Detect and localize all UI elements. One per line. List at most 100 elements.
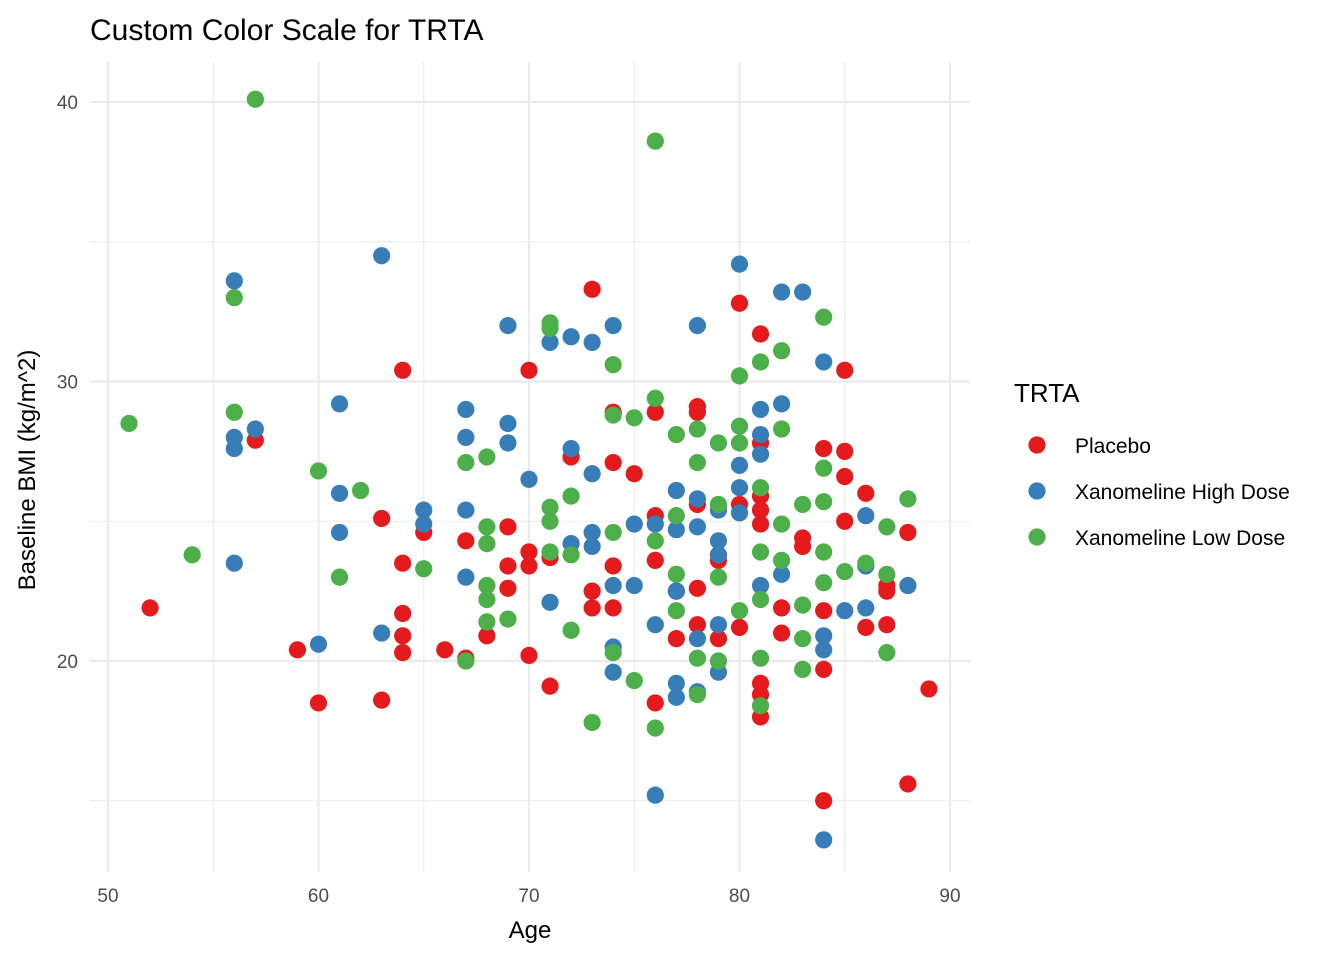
point-xanomeline-low-dose xyxy=(604,523,622,542)
y-ticks: 20 30 40 xyxy=(57,93,78,673)
y-tick-label: 30 xyxy=(57,373,78,394)
point-placebo xyxy=(541,677,559,695)
x-axis-label: Age xyxy=(509,917,552,944)
point-xanomeline-low-dose xyxy=(794,660,812,678)
point-xanomeline-low-dose xyxy=(667,426,685,444)
grid xyxy=(90,62,970,872)
point-xanomeline-high-dose xyxy=(457,501,475,519)
point-xanomeline-low-dose xyxy=(625,409,643,427)
point-xanomeline-high-dose xyxy=(646,616,664,634)
point-xanomeline-low-dose xyxy=(773,420,791,438)
point-placebo xyxy=(394,361,412,379)
point-placebo xyxy=(394,554,412,572)
legend-label-xanomeline-high-dose: Xanomeline High Dose xyxy=(1075,481,1290,504)
point-placebo xyxy=(478,627,496,645)
point-xanomeline-low-dose xyxy=(878,518,896,536)
point-placebo xyxy=(604,599,622,617)
point-placebo xyxy=(646,403,664,421)
point-placebo xyxy=(499,518,517,536)
point-xanomeline-high-dose xyxy=(646,515,664,533)
point-placebo xyxy=(604,557,622,575)
point-xanomeline-high-dose xyxy=(225,554,243,572)
point-xanomeline-high-dose xyxy=(899,576,917,595)
point-xanomeline-high-dose xyxy=(604,317,622,335)
chart-title: Custom Color Scale for TRTA xyxy=(90,14,483,47)
point-xanomeline-high-dose xyxy=(373,247,391,265)
point-xanomeline-low-dose xyxy=(415,560,433,578)
point-xanomeline-low-dose xyxy=(120,414,138,433)
point-xanomeline-high-dose xyxy=(794,283,812,301)
point-placebo xyxy=(878,616,896,634)
point-xanomeline-low-dose xyxy=(646,719,664,737)
point-xanomeline-high-dose xyxy=(815,353,833,371)
point-xanomeline-low-dose xyxy=(773,342,791,360)
point-placebo xyxy=(857,618,875,637)
point-xanomeline-high-dose xyxy=(667,481,685,500)
point-placebo xyxy=(899,775,917,793)
point-xanomeline-high-dose xyxy=(751,445,770,463)
point-xanomeline-low-dose xyxy=(562,621,580,639)
x-tick-label: 50 xyxy=(97,886,118,907)
point-xanomeline-high-dose xyxy=(604,576,622,595)
point-xanomeline-low-dose xyxy=(815,459,833,477)
point-placebo xyxy=(815,792,833,810)
point-placebo xyxy=(773,599,791,617)
point-xanomeline-low-dose xyxy=(330,568,349,586)
point-placebo xyxy=(520,361,538,379)
point-placebo xyxy=(751,501,770,519)
legend-title: TRTA xyxy=(1014,378,1080,408)
point-xanomeline-low-dose xyxy=(751,353,770,371)
point-xanomeline-low-dose xyxy=(815,574,833,592)
legend-label-xanomeline-low-dose: Xanomeline Low Dose xyxy=(1075,527,1285,550)
point-xanomeline-low-dose xyxy=(751,697,770,715)
point-xanomeline-high-dose xyxy=(373,624,391,642)
point-xanomeline-low-dose xyxy=(646,389,664,407)
point-placebo xyxy=(394,644,412,662)
point-xanomeline-high-dose xyxy=(709,546,728,564)
point-placebo xyxy=(836,512,854,530)
point-placebo xyxy=(730,294,749,312)
x-tick-label: 60 xyxy=(308,886,329,907)
point-xanomeline-low-dose xyxy=(625,671,643,690)
point-xanomeline-low-dose xyxy=(478,576,496,595)
point-xanomeline-high-dose xyxy=(246,420,264,438)
point-xanomeline-low-dose xyxy=(499,610,517,628)
point-xanomeline-high-dose xyxy=(225,272,243,290)
point-placebo xyxy=(373,691,391,709)
point-xanomeline-low-dose xyxy=(794,630,812,648)
legend: Placebo Xanomeline High Dose Xanomeline Lo… xyxy=(1028,435,1290,550)
point-xanomeline-low-dose xyxy=(457,652,475,670)
point-xanomeline-low-dose xyxy=(667,507,685,525)
point-xanomeline-low-dose xyxy=(688,453,707,472)
point-xanomeline-high-dose xyxy=(815,831,833,849)
point-placebo xyxy=(899,523,917,542)
point-placebo xyxy=(373,509,391,528)
point-placebo xyxy=(667,630,685,648)
point-xanomeline-high-dose xyxy=(541,333,559,351)
point-placebo xyxy=(625,465,643,483)
x-tick-label: 90 xyxy=(939,886,960,907)
point-placebo xyxy=(309,694,328,712)
point-xanomeline-low-dose xyxy=(709,434,728,452)
point-xanomeline-low-dose xyxy=(773,515,791,533)
point-placebo xyxy=(836,361,854,379)
legend-key-xanomeline-high-dose xyxy=(1028,482,1046,500)
point-placebo xyxy=(920,680,938,698)
point-xanomeline-low-dose xyxy=(457,453,475,472)
point-xanomeline-low-dose xyxy=(667,565,685,583)
point-xanomeline-high-dose xyxy=(225,439,243,458)
point-xanomeline-high-dose xyxy=(667,582,685,600)
point-xanomeline-high-dose xyxy=(815,641,833,659)
point-placebo xyxy=(436,641,454,659)
point-xanomeline-low-dose xyxy=(604,356,622,374)
point-xanomeline-high-dose xyxy=(562,439,580,458)
point-xanomeline-high-dose xyxy=(583,537,601,556)
point-xanomeline-low-dose xyxy=(309,462,328,480)
point-placebo xyxy=(709,630,728,648)
point-xanomeline-low-dose xyxy=(688,420,707,438)
point-xanomeline-low-dose xyxy=(709,568,728,586)
point-placebo xyxy=(499,557,517,575)
point-xanomeline-low-dose xyxy=(730,417,749,435)
point-xanomeline-high-dose xyxy=(667,521,685,539)
point-xanomeline-low-dose xyxy=(899,490,917,508)
